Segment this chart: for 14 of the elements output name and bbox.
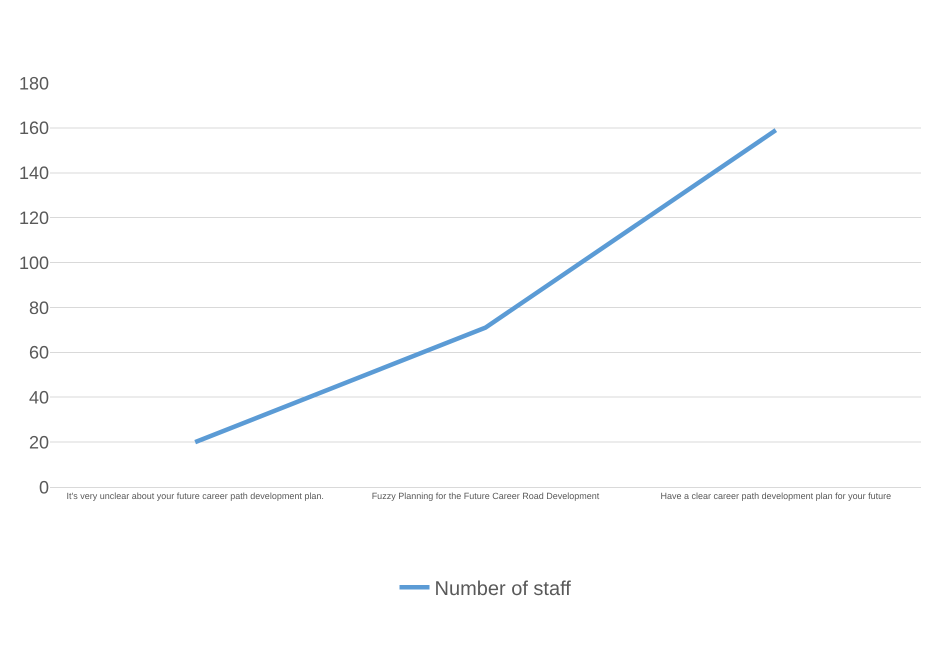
legend-label: Number of staff	[434, 578, 572, 600]
y-tick-label: 0	[38, 477, 49, 498]
x-tick-label: It's very unclear about your future career path development plan.	[66, 490, 324, 501]
y-tick-label: 20	[28, 432, 49, 452]
y-tick-label: 180	[18, 73, 49, 94]
y-tick-label: 100	[18, 252, 49, 273]
y-tick-label: 160	[18, 118, 49, 138]
y-tick-label: 60	[28, 342, 49, 363]
y-tick-label: 40	[28, 388, 49, 408]
y-tick-label: 120	[18, 208, 49, 228]
y-tick-label: 80	[28, 298, 49, 318]
y-tick-label: 140	[18, 163, 49, 184]
x-tick-label: Fuzzy Planning for the Future Career Road Development	[372, 490, 600, 501]
x-tick-label: Have a clear career path development plan for your future	[660, 490, 892, 501]
